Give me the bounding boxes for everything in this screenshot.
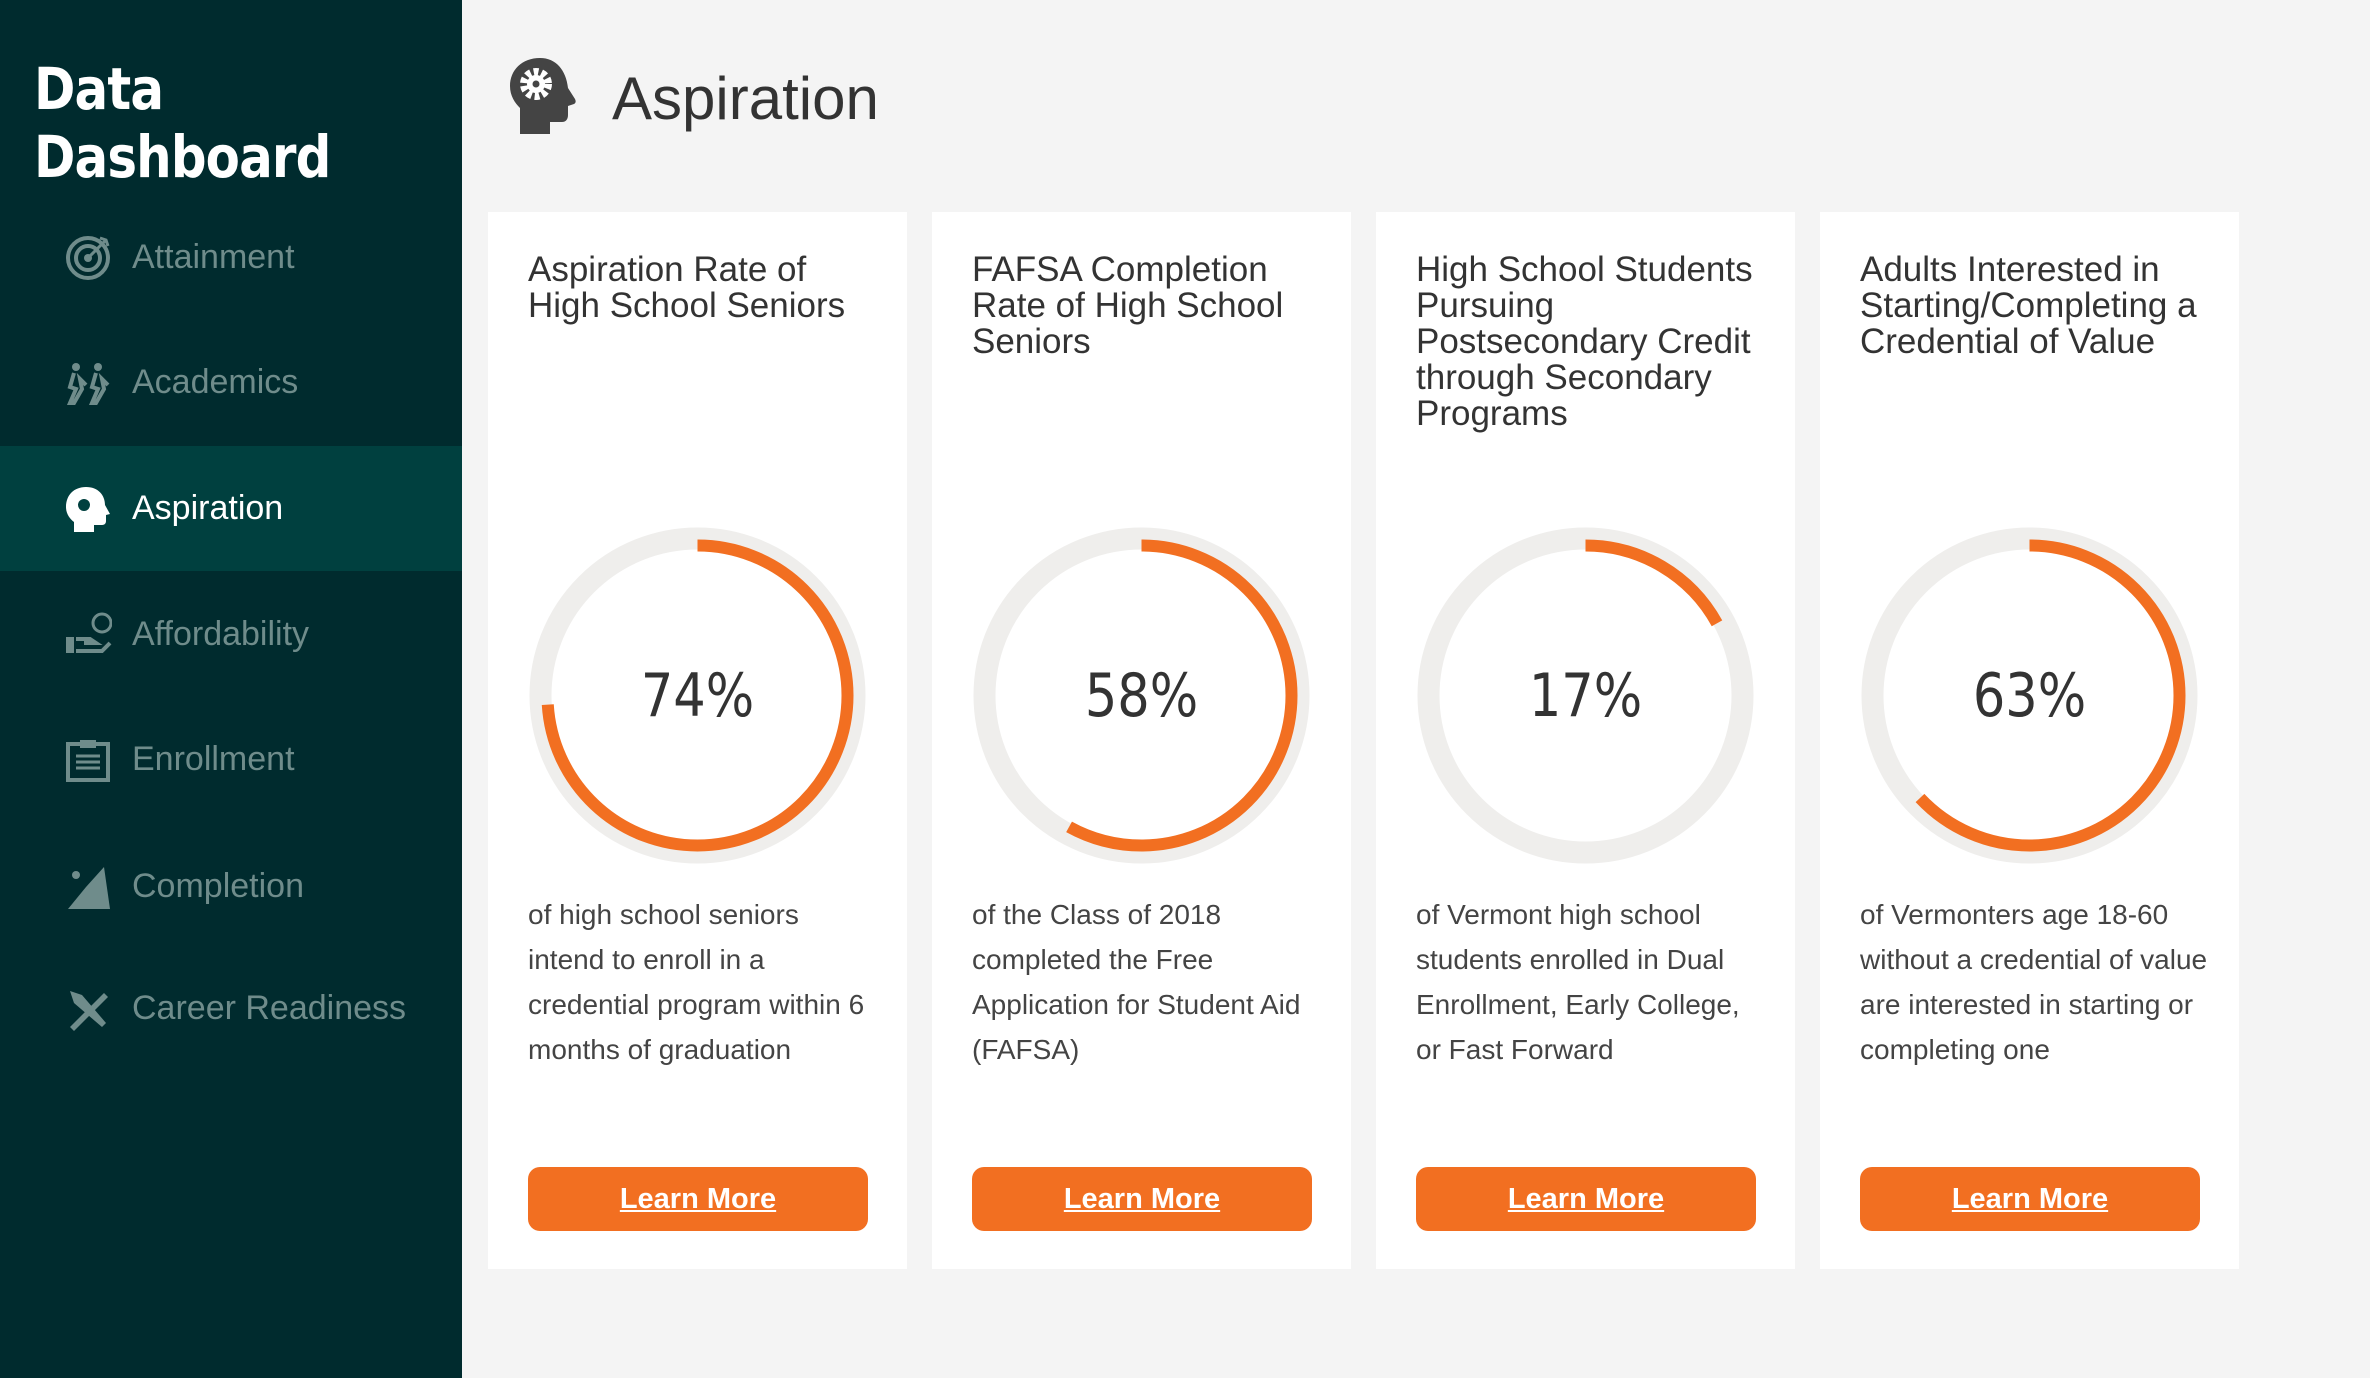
metric-card: Aspiration Rate of High School Seniors 74… [488, 212, 907, 1269]
donut-chart: 63% [1860, 526, 2199, 865]
sidebar-item-career-readiness[interactable]: Career Readiness [0, 946, 462, 1071]
learn-more-button[interactable]: Learn More [1860, 1167, 2200, 1231]
card-description: of Vermont high school students enrolled… [1416, 899, 1740, 1065]
metric-card: Adults Interested in Starting/Completing… [1820, 212, 2239, 1269]
sidebar-item-label: Enrollment [132, 740, 295, 778]
target-icon [66, 235, 110, 280]
percent-value: 63% [1972, 660, 2087, 731]
card-description: of high school seniors intend to enroll … [528, 899, 865, 1065]
sidebar-item-label: Attainment [132, 238, 295, 276]
clipboard-icon [66, 739, 110, 782]
donut-track [529, 527, 866, 864]
donut-track [1417, 527, 1754, 864]
sidebar-item-completion[interactable]: Completion [0, 824, 462, 949]
donut-track [973, 527, 1310, 864]
sidebar-item-enrollment[interactable]: Enrollment [0, 697, 462, 822]
page-title: Aspiration [612, 65, 879, 132]
donut-chart: 17% [1416, 526, 1755, 865]
percent-value: 58% [1084, 660, 1199, 731]
donut-progress [1873, 539, 2186, 852]
card-title: Aspiration Rate of High School Seniors [528, 250, 846, 325]
learn-more-button[interactable]: Learn More [1416, 1167, 1756, 1231]
sidebar-item-label: Career Readiness [132, 989, 407, 1027]
tools-icon [70, 990, 108, 1031]
sidebar-item-label: Academics [132, 363, 299, 401]
donut-progress [985, 539, 1298, 852]
donut-track [1861, 527, 2198, 864]
card-title: High School Students Pursuing Postsecond… [1416, 250, 1753, 433]
climber-icon [68, 866, 110, 909]
card-description: of Vermonters age 18-60 without a creden… [1860, 899, 2208, 1065]
donut-progress [1429, 539, 1742, 852]
sidebar-item-attainment[interactable]: Attainment [0, 195, 462, 320]
hand-money-icon [66, 612, 112, 653]
sidebar-item-academics[interactable]: Academics [0, 320, 462, 445]
card-title: FAFSA Completion Rate of High School Sen… [972, 250, 1284, 361]
donut-chart: 74% [528, 526, 867, 865]
head-gear-icon [510, 58, 576, 134]
sidebar-item-label: Aspiration [132, 489, 284, 527]
sidebar-item-label: Affordability [132, 615, 310, 653]
sidebar-item-affordability[interactable]: Affordability [0, 572, 462, 697]
donut-chart: 58% [972, 526, 1311, 865]
sidebar: Data Dashboard Attainment Academics Aspira… [0, 0, 462, 1378]
percent-value: 74% [640, 660, 755, 731]
head-gear-icon [66, 486, 110, 532]
sidebar-item-label: Completion [132, 867, 304, 905]
metric-card: FAFSA Completion Rate of High School Sen… [932, 212, 1351, 1269]
percent-value: 17% [1528, 660, 1643, 731]
sidebar-item-aspiration[interactable]: Aspiration [0, 446, 462, 571]
card-description: of the Class of 2018 completed the Free … [972, 899, 1301, 1065]
learn-more-button[interactable]: Learn More [972, 1167, 1312, 1231]
hikers-icon [66, 362, 110, 405]
donut-progress [541, 539, 854, 852]
metric-card: High School Students Pursuing Postsecond… [1376, 212, 1795, 1269]
learn-more-button[interactable]: Learn More [528, 1167, 868, 1231]
card-title: Adults Interested in Starting/Completing… [1860, 250, 2197, 361]
app-title: Data Dashboard [34, 55, 331, 191]
